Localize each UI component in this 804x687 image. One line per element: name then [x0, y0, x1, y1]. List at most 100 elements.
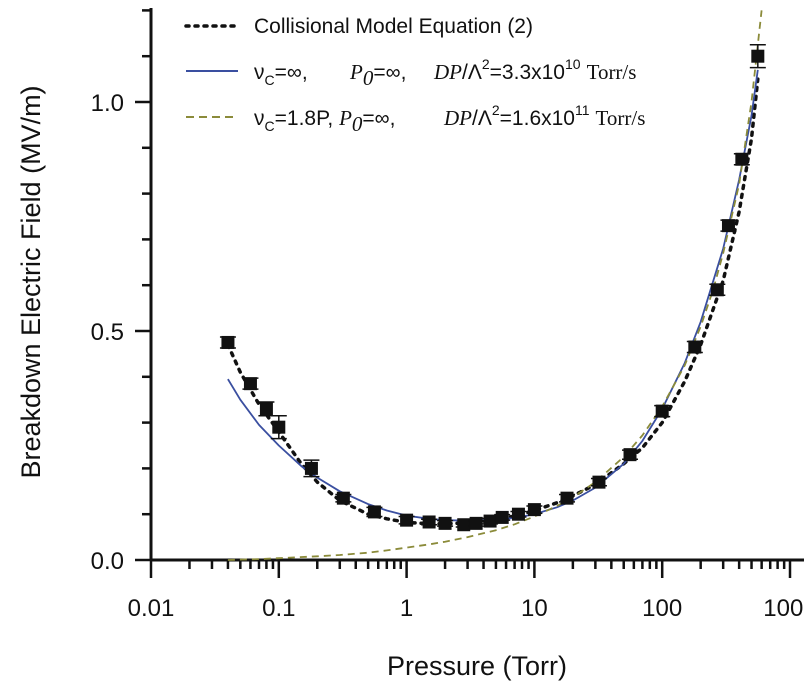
data-point [219, 335, 236, 349]
legend-3-lambda-sup: 2 [492, 102, 500, 118]
legend-label-dashed: νC=1.8P, P0=∞, DP/Λ2=1.6x1011 Torr/s [254, 102, 645, 136]
legend-3-p: P [338, 106, 352, 130]
data-marker [511, 507, 525, 521]
y-tick-labels: 0.0 0.5 1.0 [91, 90, 124, 575]
curve-dashed [227, 10, 763, 561]
legend-3-unit: Torr/s [596, 106, 646, 130]
data-marker [710, 283, 724, 297]
x-tick-label: 10 [521, 595, 548, 622]
legend-label-solid: νC=∞, P0=∞, DP/Λ2=3.3x1010 Torr/s [254, 56, 636, 90]
data-marker [304, 461, 318, 475]
legend-2-nu-sub: C [265, 72, 275, 88]
data-marker [367, 505, 381, 519]
data-marker [688, 340, 702, 354]
curve-dotted [226, 77, 760, 526]
x-ticks [149, 560, 792, 578]
data-marker [469, 516, 483, 530]
y-ticks [135, 9, 151, 562]
legend-label-collisional: Collisional Model Equation (2) [254, 15, 533, 38]
series-lines [226, 10, 763, 561]
data-marker [527, 503, 541, 517]
legend-2-p-val: =∞, [373, 61, 406, 84]
data-marker [751, 49, 765, 63]
x-tick-label: 100 [642, 595, 682, 622]
legend-3-lambda: /Λ [472, 107, 492, 130]
y-axis-title: Breakdown Electric Field (MV/m) [16, 85, 46, 478]
data-point [559, 491, 576, 505]
data-marker [259, 402, 273, 416]
data-point [654, 404, 671, 418]
data-marker [243, 377, 257, 391]
data-marker [422, 515, 436, 529]
legend-2-exp: 10 [565, 56, 581, 72]
data-marker [457, 518, 471, 532]
data-marker [495, 510, 509, 524]
data-point [242, 377, 259, 391]
data-point [686, 340, 703, 354]
x-tick-label: 0.1 [262, 595, 295, 622]
curve-solid [227, 69, 759, 522]
data-marker [721, 219, 735, 233]
y-tick-label: 0.0 [91, 548, 124, 575]
data-point [510, 507, 527, 521]
data-point [421, 515, 438, 529]
data-point [526, 503, 543, 517]
data-point [398, 513, 415, 527]
data-marker [438, 516, 452, 530]
x-tick-label: 0.01 [128, 595, 175, 622]
legend-3-p-sub: 0 [352, 112, 363, 136]
legend-3-exp: 11 [575, 102, 590, 118]
data-point [494, 510, 511, 524]
legend-2-dp: DP [433, 60, 462, 84]
y-tick-label: 1.0 [91, 90, 124, 117]
legend-3-nu-val: =1.8P, [275, 107, 334, 130]
legend-2-eq: =3.3x10 [490, 61, 565, 84]
data-point [720, 219, 737, 233]
data-point [366, 505, 383, 519]
legend: Collisional Model Equation (2) νC=∞, P0=… [184, 15, 645, 136]
data-marker [623, 448, 637, 462]
legend-2-lambda-sup: 2 [482, 56, 490, 72]
data-point [622, 448, 639, 462]
data-point [709, 283, 726, 297]
data-point [749, 44, 766, 69]
data-point [303, 459, 320, 478]
legend-2-nu: ν [254, 61, 265, 84]
legend-2-lambda: /Λ [462, 61, 482, 84]
legend-3-eq: =1.6x10 [500, 107, 575, 130]
legend-3-nu-sub: C [265, 118, 275, 134]
data-marker [400, 513, 414, 527]
legend-3-nu: ν [254, 107, 265, 130]
axes [149, 8, 804, 562]
x-axis-title: Pressure (Torr) [387, 651, 567, 681]
data-point [270, 414, 287, 440]
data-marker [483, 514, 497, 528]
y-tick-label: 0.5 [91, 319, 124, 346]
legend-2-p-sub: 0 [363, 66, 374, 90]
data-marker [221, 335, 235, 349]
legend-2-nu-val: =∞, [275, 61, 308, 84]
data-marker [735, 152, 749, 166]
series-points [219, 44, 766, 532]
data-point [590, 475, 607, 489]
legend-2-unit: Torr/s [587, 60, 637, 84]
data-point [468, 516, 485, 530]
data-point [437, 516, 454, 530]
data-point [258, 401, 275, 417]
data-point [335, 491, 352, 505]
data-point [733, 152, 750, 166]
data-marker [336, 491, 350, 505]
legend-2-p: P [349, 60, 363, 84]
data-point [455, 518, 472, 532]
x-tick-label: 1 [400, 595, 413, 622]
legend-3-p-val: =∞, [362, 107, 395, 130]
data-marker [655, 404, 669, 418]
data-marker [272, 420, 286, 434]
data-marker [560, 491, 574, 505]
data-marker [592, 475, 606, 489]
data-point [482, 514, 499, 528]
legend-3-dp: DP [443, 106, 472, 130]
